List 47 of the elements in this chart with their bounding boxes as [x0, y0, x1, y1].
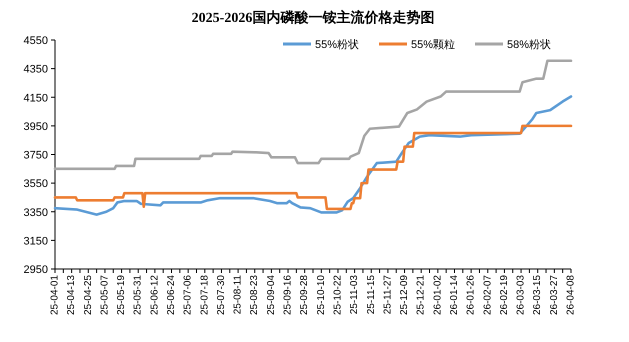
legend-label: 55%粉状	[315, 39, 360, 51]
line-series	[54, 59, 572, 170]
x-tick-label: 26-03-27	[548, 274, 560, 316]
x-tick-label: 25-08-11	[232, 274, 244, 314]
x-tick-label: 26-02-07	[482, 274, 494, 316]
x-tick-label: 25-05-07	[99, 274, 110, 316]
y-tick-label: 3950	[24, 120, 48, 133]
x-tick-label: 26-02-19	[498, 274, 510, 316]
x-tick-label: 26-01-26	[466, 274, 477, 316]
y-tick-label: 4150	[24, 92, 48, 104]
x-tick-label: 25-04-01	[50, 274, 60, 316]
x-tick-label: 25-05-31	[132, 274, 144, 316]
x-tick-label: 26-03-03	[516, 274, 527, 316]
x-tick-label: 25-12-21	[416, 274, 427, 316]
x-tick-label: 26-04-08	[566, 274, 576, 316]
x-tick-label: 25-09-28	[299, 274, 310, 316]
x-tick-label: 25-08-23	[249, 274, 260, 316]
x-tick-label: 25-04-25	[82, 274, 94, 316]
x-tick-label: 25-10-22	[332, 274, 344, 316]
x-tick-label: 25-05-19	[116, 274, 128, 316]
line-series	[54, 124, 572, 210]
x-tick-label: 25-07-30	[216, 274, 227, 316]
chart-title: 2025-2026国内磷酸一铵主流价格走势图	[192, 9, 434, 26]
x-tick-label: 25-07-18	[199, 274, 210, 316]
y-tick-label: 3550	[24, 178, 48, 190]
legend-label: 55%颗粒	[411, 39, 456, 51]
x-tick-label: 25-06-24	[166, 274, 178, 316]
y-tick-label: 3350	[24, 206, 48, 219]
x-tick-label: 25-09-16	[282, 274, 294, 316]
x-tick-label: 25-04-13	[66, 274, 78, 316]
x-tick-label: 25-11-27	[382, 274, 394, 314]
x-tick-label: 25-11-15	[366, 274, 377, 314]
x-tick-label: 25-11-03	[349, 274, 360, 314]
y-tick-label: 4350	[24, 64, 48, 76]
x-tick-label: 26-01-02	[432, 274, 444, 316]
x-tick-label: 25-07-06	[182, 274, 194, 316]
x-tick-label: 25-12-09	[399, 274, 410, 316]
x-tick-label: 25-09-04	[266, 274, 277, 316]
x-tick-label: 26-03-15	[532, 274, 544, 316]
x-tick-label: 25-10-10	[316, 274, 327, 316]
y-tick-label: 4550	[24, 35, 48, 47]
x-tick-label: 25-06-12	[149, 274, 160, 316]
y-tick-label: 3150	[24, 235, 48, 248]
y-tick-label: 2950	[24, 264, 48, 276]
y-tick-label: 3750	[24, 150, 48, 162]
x-tick-label: 26-01-14	[448, 274, 460, 316]
legend-label: 58%粉状	[507, 39, 552, 51]
